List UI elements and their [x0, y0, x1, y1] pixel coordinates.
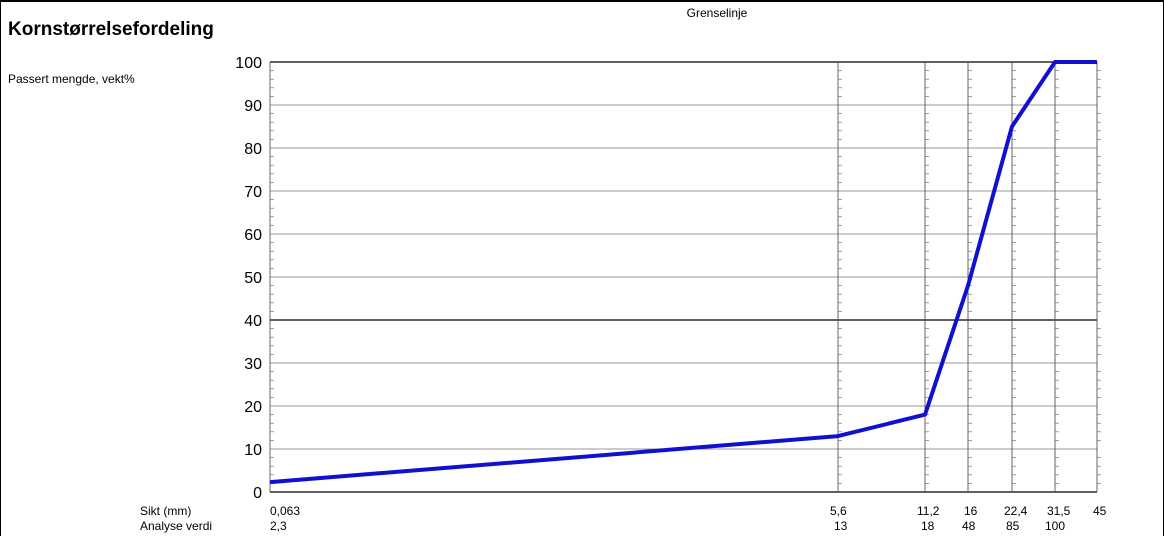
- sieve-size-label: 11,2: [917, 504, 940, 518]
- sieve-size-label: 22,4: [1004, 504, 1028, 518]
- analysis-value-label: 100: [1045, 519, 1065, 533]
- chart-title: Kornstørrelsefordeling: [8, 19, 214, 40]
- y-tick-label: 0: [253, 485, 262, 502]
- sieve-size-label: 16: [964, 504, 978, 518]
- y-tick-label: 100: [235, 55, 262, 72]
- analysis-value-label: 2,3: [270, 519, 287, 533]
- y-tick-label: 60: [244, 227, 262, 244]
- analysis-value-label: 18: [921, 519, 935, 533]
- analysis-row-label: Analyse verdi: [140, 519, 212, 533]
- y-tick-label: 50: [244, 270, 262, 287]
- sieve-size-label: 0,063: [270, 504, 300, 518]
- y-tick-label: 70: [244, 184, 262, 201]
- sieve-size-label: 5,6: [830, 504, 847, 518]
- y-tick-label: 40: [244, 313, 262, 330]
- analysis-value-label: 85: [1006, 519, 1020, 533]
- y-tick-label: 20: [244, 399, 262, 416]
- grading-curve-line: [269, 60, 1097, 485]
- sieve-row-label: Sikt (mm): [140, 504, 191, 518]
- y-tick-label: 10: [244, 442, 262, 459]
- y-axis-label: Passert mengde, vekt%: [8, 72, 135, 86]
- y-tick-label: 90: [244, 98, 262, 115]
- y-tick-label: 80: [244, 141, 262, 158]
- analysis-value-label: 13: [834, 519, 848, 533]
- sieve-size-label: 31,5: [1047, 504, 1071, 518]
- analysis-value-label: 48: [962, 519, 976, 533]
- y-tick-label: 30: [244, 356, 262, 373]
- chart-subtitle: Grenselinje: [686, 6, 748, 20]
- sieve-size-label: 45: [1093, 504, 1107, 518]
